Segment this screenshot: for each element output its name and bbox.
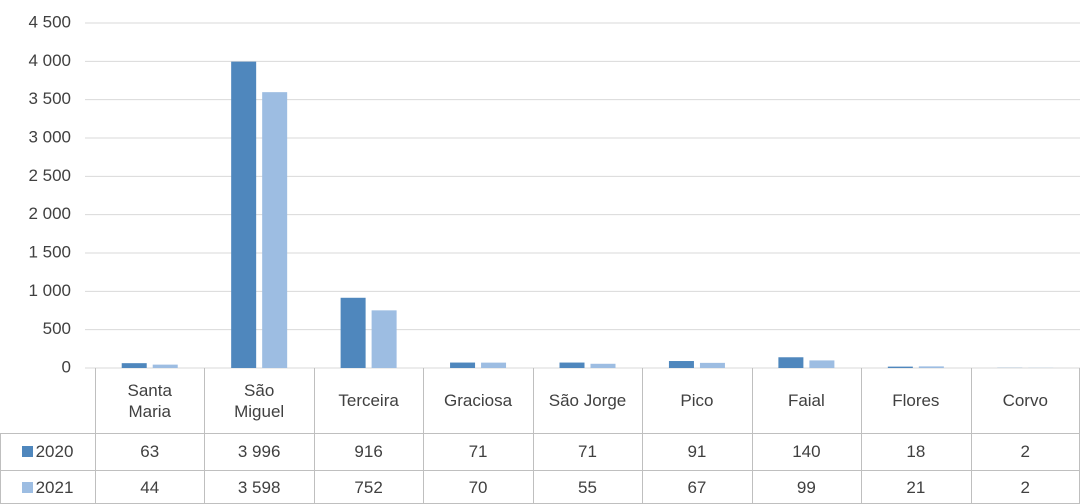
bar (699, 362, 725, 368)
bar (231, 61, 257, 368)
category-label: Terceira (338, 391, 399, 410)
bar (668, 361, 694, 368)
table-value: 44 (140, 477, 160, 497)
category-cell: Corvo (971, 368, 1080, 433)
category-label: Corvo (1002, 391, 1048, 410)
table-border (751, 368, 753, 504)
category-cell: Graciosa (423, 368, 532, 433)
bar (450, 362, 476, 368)
y-tick-label: 2 000 (28, 204, 71, 223)
category-label: Flores (892, 391, 940, 410)
legend-label: 2021 (35, 477, 74, 497)
category-cell: Faial (752, 368, 861, 433)
table-value: 916 (354, 442, 383, 461)
table-border (642, 368, 644, 504)
bar (262, 92, 288, 369)
bar (371, 310, 397, 368)
table-value: 67 (687, 477, 707, 497)
table-value: 2 (1020, 477, 1030, 497)
category-cell: Santa Maria (95, 368, 204, 433)
bar (481, 362, 507, 368)
table-border (0, 470, 1080, 471)
table-value: 99 (796, 477, 816, 497)
category-cell: Flores (861, 368, 970, 433)
bar (809, 360, 835, 368)
category-label: Santa Maria (127, 380, 172, 421)
table-value: 3 598 (237, 477, 281, 497)
bar (778, 357, 804, 368)
table-border (970, 368, 972, 504)
bar (590, 363, 616, 368)
category-cell: Terceira (314, 368, 423, 433)
category-cell: São Miguel (204, 368, 313, 433)
y-tick-label: 3 500 (28, 89, 71, 108)
legend-swatch (21, 446, 33, 457)
category-label: São Miguel (234, 380, 285, 421)
y-tick-label: 1 000 (28, 281, 71, 300)
y-tick-label: 0 (62, 357, 71, 376)
table-value: 71 (578, 442, 597, 461)
bar (340, 297, 366, 368)
table-border (423, 368, 425, 504)
table-border (0, 433, 1080, 434)
bar (918, 366, 944, 368)
table-border (532, 368, 534, 504)
table-value: 3 996 (237, 442, 281, 461)
table-value: 71 (468, 442, 488, 461)
table-value: 70 (468, 477, 488, 497)
table-value: 140 (792, 442, 821, 461)
bar (121, 363, 147, 368)
legend-swatch (21, 481, 33, 493)
category-label: Pico (680, 391, 714, 410)
y-tick-label: 4 000 (28, 51, 71, 70)
y-tick-label: 500 (43, 319, 71, 338)
table-border (861, 368, 863, 504)
table-border (95, 368, 96, 504)
table-border (0, 433, 1, 504)
category-cell: Pico (642, 368, 751, 433)
table-value: 91 (687, 442, 707, 461)
bar (559, 362, 585, 368)
category-label: Graciosa (444, 391, 513, 410)
table-value: 752 (354, 477, 383, 497)
table-value: 63 (140, 442, 160, 461)
y-tick-label: 2 500 (28, 166, 71, 185)
legend-entry: 2020 (0, 433, 95, 470)
y-tick-label: 3 000 (28, 127, 71, 146)
legend-entry: 2021 (0, 470, 95, 504)
legend-label: 2020 (35, 442, 74, 461)
table-value: 2 (1020, 442, 1030, 461)
table-value: 21 (906, 477, 926, 497)
category-label: Faial (787, 391, 825, 410)
table-value: 55 (578, 477, 597, 497)
table-border (313, 368, 315, 504)
category-label: São Jorge (548, 391, 627, 410)
bar (887, 366, 913, 368)
bar (152, 364, 178, 368)
y-tick-label: 4 500 (28, 12, 71, 31)
category-cell: São Jorge (533, 368, 642, 433)
y-tick-label: 1 500 (28, 242, 71, 261)
table-value: 18 (906, 442, 926, 461)
table-border (204, 368, 206, 504)
